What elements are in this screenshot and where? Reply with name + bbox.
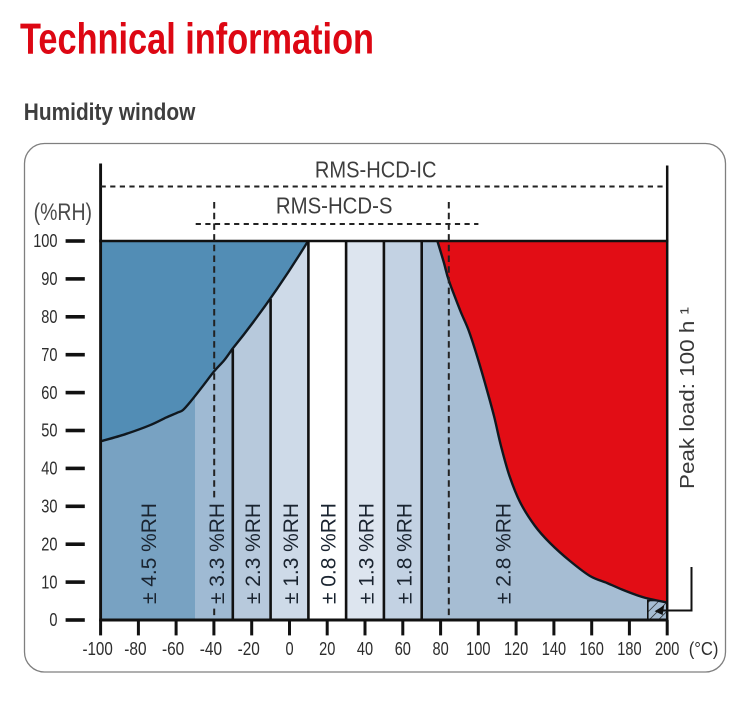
svg-text:100: 100 (466, 639, 490, 659)
svg-text:20: 20 (41, 534, 57, 554)
svg-text:± 2.3 %RH: ± 2.3 %RH (242, 503, 265, 604)
svg-text:60: 60 (395, 639, 411, 659)
svg-text:70: 70 (41, 345, 57, 365)
svg-text:140: 140 (542, 639, 566, 659)
svg-text:± 1.3 %RH: ± 1.3 %RH (280, 503, 303, 604)
svg-text:± 1.8 %RH: ± 1.8 %RH (393, 503, 416, 604)
svg-text:± 2.8 %RH: ± 2.8 %RH (493, 503, 516, 604)
svg-text:Peak load: 100 h ¹: Peak load: 100 h ¹ (677, 307, 699, 489)
svg-text:40: 40 (41, 459, 57, 479)
svg-text:-80: -80 (124, 639, 146, 659)
svg-text:-60: -60 (162, 639, 184, 659)
svg-text:RMS-HCD-S: RMS-HCD-S (276, 193, 393, 219)
svg-text:-40: -40 (200, 639, 222, 659)
svg-text:100: 100 (33, 231, 57, 251)
svg-text:180: 180 (617, 639, 641, 659)
svg-text:50: 50 (41, 421, 57, 441)
svg-text:10: 10 (41, 572, 57, 592)
svg-text:160: 160 (580, 639, 604, 659)
svg-text:0: 0 (285, 639, 293, 659)
svg-text:(%RH): (%RH) (34, 199, 92, 226)
svg-text:(°C): (°C) (689, 639, 719, 659)
svg-text:20: 20 (319, 639, 335, 659)
svg-text:60: 60 (41, 383, 57, 403)
svg-text:Technical information: Technical information (20, 15, 374, 64)
svg-text:80: 80 (433, 639, 449, 659)
svg-text:RMS-HCD-IC: RMS-HCD-IC (315, 156, 437, 182)
svg-text:± 3.3 %RH: ± 3.3 %RH (206, 503, 229, 604)
svg-text:Humidity window: Humidity window (24, 99, 196, 126)
svg-text:120: 120 (504, 639, 528, 659)
svg-text:0: 0 (49, 610, 57, 630)
svg-text:90: 90 (41, 269, 57, 289)
svg-text:-100: -100 (82, 639, 112, 659)
svg-text:80: 80 (41, 307, 57, 327)
svg-text:± 0.8 %RH: ± 0.8 %RH (318, 503, 341, 604)
svg-text:± 1.3 %RH: ± 1.3 %RH (356, 503, 379, 604)
svg-text:-20: -20 (238, 639, 260, 659)
svg-text:± 4.5 %RH: ± 4.5 %RH (138, 503, 161, 604)
svg-text:40: 40 (357, 639, 373, 659)
svg-text:200: 200 (655, 639, 679, 659)
svg-text:30: 30 (41, 497, 57, 517)
